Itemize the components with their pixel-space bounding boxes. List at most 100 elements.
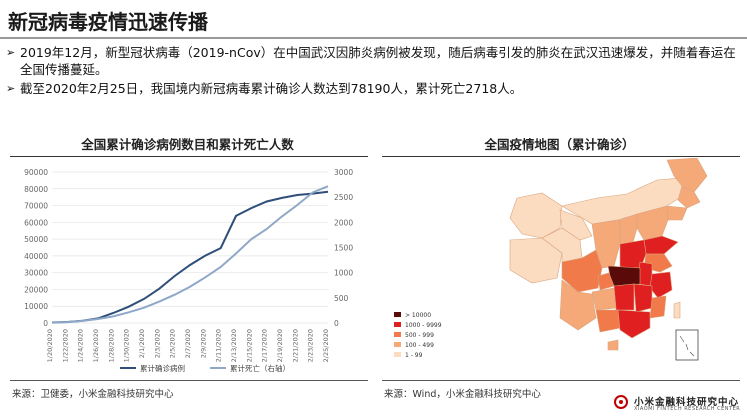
legend-row: 1000 - 9999 [394, 321, 442, 331]
map-region-guizhou [591, 287, 617, 311]
chart-title: 全国累计确诊病例数目和累计死亡人数 [81, 137, 294, 152]
brand-name: 小米金融科技研究中心 [634, 397, 740, 408]
map-region-shanxi [619, 213, 638, 247]
map-region-xinjiang [509, 192, 563, 239]
bullet-item: ➢ 截至2020年2月25日，我国境内新冠病毒累计确诊人数达到78190人，累计… [6, 80, 741, 97]
legend-swatch [394, 342, 401, 347]
y-right-tick-label: 2000 [334, 218, 353, 227]
x-tick-label: 1/24/2020 [77, 329, 85, 362]
y-left-tick-label: 50000 [24, 235, 48, 244]
arrow-bullet-icon: ➢ [6, 82, 16, 95]
x-tick-label: 2/11/2020 [215, 329, 223, 362]
map-region-fujian [649, 295, 667, 319]
y-left-tick-label: 0 [43, 319, 48, 328]
map-region-inner-mongolia [561, 177, 688, 225]
y-left-tick-label: 60000 [24, 218, 48, 227]
map-region-hunan [613, 283, 635, 311]
legend-label: 100 - 499 [405, 342, 434, 349]
legend-row: 500 - 999 [394, 331, 442, 341]
x-tick-label: 2/21/2020 [291, 329, 299, 362]
series-line [51, 185, 329, 324]
y-left-tick-label: 30000 [24, 269, 48, 278]
bullet-list: ➢ 2019年12月，新型冠状病毒（2019-nCov）在中国武汉因肺炎病例被发… [6, 44, 741, 99]
x-tick-label: 2/9/2020 [199, 329, 207, 358]
map-region-liaoning [666, 205, 688, 221]
china-map [509, 158, 708, 361]
bullet-item: ➢ 2019年12月，新型冠状病毒（2019-nCov）在中国武汉因肺炎病例被发… [6, 44, 741, 78]
legend-swatch [394, 322, 401, 327]
y-right-tick-label: 0 [334, 319, 339, 328]
left-source: 来源：卫健委，小米金融科技研究中心 [12, 389, 174, 400]
map-region-yunnan [559, 279, 597, 331]
legend-row: 100 - 499 [394, 341, 442, 351]
left-footer-divider [10, 380, 368, 381]
right-footer-divider [382, 380, 740, 381]
x-tick-label: 2/19/2020 [276, 329, 284, 362]
x-tick-label: 2/1/2020 [138, 329, 146, 358]
y-right-tick-label: 2500 [334, 193, 353, 202]
chart-title-divider [10, 156, 368, 157]
legend-label: 1000 - 9999 [405, 322, 442, 329]
y-left-tick-label: 90000 [24, 168, 48, 177]
page-title: 新冠病毒疫情迅速传播 [8, 10, 208, 34]
legend-label: 累计确诊病例 [140, 363, 185, 373]
map-region-shandong [643, 235, 679, 255]
legend-row: 1 - 99 [394, 351, 442, 361]
map-region-guangdong [617, 309, 651, 339]
map-legend: > 10000 1000 - 9999 500 - 999 100 - 499 … [394, 311, 442, 361]
line-chart: 0100002000030000400005000060000700008000… [24, 168, 353, 373]
legend-row: > 10000 [394, 311, 442, 321]
map-region-jilin [677, 185, 701, 209]
legend-swatch [394, 332, 401, 337]
y-left-tick-label: 70000 [24, 202, 48, 211]
south-china-sea-inset [675, 329, 699, 361]
map-region-henan [619, 239, 647, 271]
x-tick-label: 2/23/2020 [307, 329, 315, 362]
map-region-guangxi [595, 309, 621, 333]
x-tick-label: 2/25/2020 [322, 329, 330, 362]
legend-label: 累计死亡（右轴） [230, 363, 290, 373]
map-region-jiangxi [633, 283, 653, 313]
y-right-tick-label: 1000 [334, 269, 353, 278]
title-divider [0, 37, 747, 39]
x-tick-label: 1/20/2020 [46, 329, 54, 362]
map-region-hainan [607, 339, 619, 351]
bullet-text: 2019年12月，新型冠状病毒（2019-nCov）在中国武汉因肺炎病例被发现，… [20, 45, 736, 77]
series-line [51, 190, 329, 324]
y-right-tick-label: 3000 [334, 168, 353, 177]
x-tick-label: 2/3/2020 [153, 329, 161, 358]
y-right-tick-label: 500 [334, 294, 349, 303]
x-tick-label: 1/30/2020 [123, 329, 131, 362]
x-tick-label: 2/17/2020 [261, 329, 269, 362]
legend-label: 500 - 999 [405, 332, 434, 339]
map-region-taiwan [673, 301, 681, 319]
x-tick-label: 1/26/2020 [92, 329, 100, 362]
brand-logo: 小米金融科技研究中心 XIAOMI FINTECH RESEARCH CENTE… [614, 393, 742, 415]
legend-label: 1 - 99 [405, 352, 423, 359]
y-left-tick-label: 80000 [24, 185, 48, 194]
arrow-bullet-icon: ➢ [6, 46, 16, 59]
x-tick-label: 2/13/2020 [230, 329, 238, 362]
bullet-text: 截至2020年2月25日，我国境内新冠病毒累计确诊人数达到78190人，累计死亡… [20, 81, 523, 96]
y-right-tick-label: 1500 [334, 244, 353, 253]
map-region-zhejiang [649, 271, 673, 299]
x-tick-label: 2/15/2020 [245, 329, 253, 362]
legend-swatch [394, 312, 401, 317]
x-tick-label: 1/28/2020 [107, 329, 115, 362]
brand-name-en: XIAOMI FINTECH RESEARCH CENTER [634, 406, 741, 412]
y-left-tick-label: 20000 [24, 285, 48, 294]
map-region-hubei [607, 265, 641, 287]
legend-swatch [394, 352, 401, 357]
brand-logo-icon [614, 395, 628, 409]
x-tick-label: 2/5/2020 [169, 329, 177, 358]
inset-dashes [679, 335, 695, 357]
legend-label: > 10000 [405, 312, 432, 319]
map-title-divider [382, 156, 740, 157]
x-tick-label: 1/22/2020 [61, 329, 69, 362]
y-left-tick-label: 10000 [24, 302, 48, 311]
y-left-tick-label: 40000 [24, 252, 48, 261]
x-tick-label: 2/7/2020 [184, 329, 192, 358]
right-source: 来源：Wind，小米金融科技研究中心 [384, 389, 541, 400]
map-title: 全国疫情地图（累计确诊） [484, 137, 635, 152]
map-region-gansu [559, 209, 593, 241]
